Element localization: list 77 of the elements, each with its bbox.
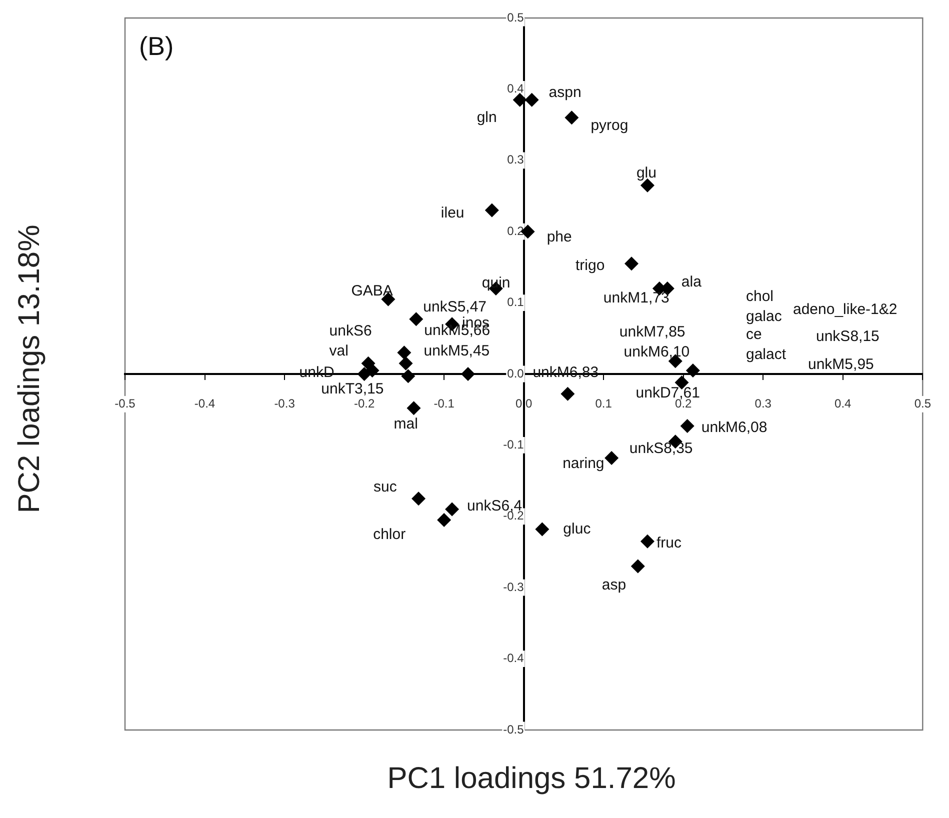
annotation: gluc	[563, 520, 592, 538]
y-tick-label: 0.2	[507, 224, 524, 238]
point	[630, 559, 645, 574]
x-tick-label: -0.1	[434, 396, 455, 411]
point	[445, 502, 460, 516]
y-tick-label: 0.3	[507, 152, 524, 167]
annotation: chlor	[373, 526, 406, 544]
annotation: unkM6,10	[624, 344, 690, 361]
annotation: unkS8,15	[816, 328, 880, 346]
point	[624, 256, 639, 271]
annotation: suc	[374, 478, 398, 496]
annotation: fruc	[656, 534, 682, 552]
point	[512, 92, 527, 107]
point	[397, 346, 412, 360]
point	[680, 418, 694, 433]
annotation: unkM6,08	[701, 419, 768, 436]
annotation: unkT3,15	[321, 380, 384, 398]
point	[401, 369, 416, 384]
x-tick-label: -0.5	[114, 396, 136, 411]
annotation: pyrog	[590, 116, 628, 134]
x-tick-label: 0.3	[754, 396, 772, 411]
annotation: ce	[746, 326, 762, 344]
annotation: unkS5,47	[423, 298, 487, 316]
annotation: unkS6	[329, 322, 372, 340]
point	[535, 522, 550, 536]
annotation: unkM7,85	[619, 323, 686, 340]
point	[604, 451, 619, 466]
annotation: mal	[394, 415, 418, 432]
point	[560, 386, 575, 401]
point	[524, 92, 539, 107]
annotation: val	[329, 342, 348, 360]
point	[460, 367, 475, 381]
y-tick-label: -0.5	[503, 722, 524, 736]
y-tick-label: -0.4	[503, 651, 524, 666]
annotation: asp	[602, 576, 626, 594]
x-tick-label: -0.4	[194, 396, 216, 411]
point	[484, 203, 499, 218]
y-axis-title: PC2 loadings 13.18%	[13, 224, 47, 516]
point	[640, 534, 654, 548]
x-tick-label: 0.1	[595, 396, 612, 411]
y-tick-label: 0.0	[507, 366, 524, 380]
point	[437, 512, 452, 527]
point	[406, 401, 421, 416]
annotation: phe	[546, 228, 572, 246]
x-tick-label: 0.5	[914, 396, 932, 411]
annotation: unkS8,35	[629, 440, 693, 457]
y-tick-label: 0.1	[507, 295, 524, 310]
annotation: unkM1,73	[603, 290, 670, 307]
annotation: GABA	[351, 282, 393, 300]
x-tick-label: 0.4	[834, 396, 852, 411]
y-tick-label: -0.3	[503, 580, 524, 594]
point	[412, 492, 426, 506]
annotation: galact	[746, 346, 787, 364]
annotation: galac	[746, 308, 782, 326]
y-tick-label: 0.5	[507, 10, 524, 24]
annotation: adeno_like-1&2	[793, 301, 898, 318]
annotation: ala	[681, 274, 702, 291]
y-tick-label: -0.1	[503, 438, 524, 452]
annotation: unkM5,95	[808, 356, 874, 374]
annotation: aspn	[548, 84, 582, 102]
annotation: ileu	[440, 204, 464, 222]
point	[357, 367, 372, 381]
annotation: glu	[636, 164, 656, 182]
point	[409, 312, 424, 326]
annotation: trigo	[576, 256, 605, 274]
annotation: naring	[562, 455, 604, 472]
x-tick-label: -0.3	[274, 396, 296, 411]
annotation: gln	[476, 109, 497, 126]
x-tick-label: -0.2	[354, 396, 375, 411]
point	[398, 356, 413, 370]
x-axis-title: PC1 loadings 51.72%	[386, 762, 677, 796]
point	[564, 110, 579, 125]
point	[686, 363, 700, 378]
annotation: unkM5,45	[424, 342, 490, 360]
annotation: (B)	[139, 31, 174, 62]
annotation: chol	[746, 288, 774, 306]
y-tick-label: 0.4	[507, 82, 524, 96]
